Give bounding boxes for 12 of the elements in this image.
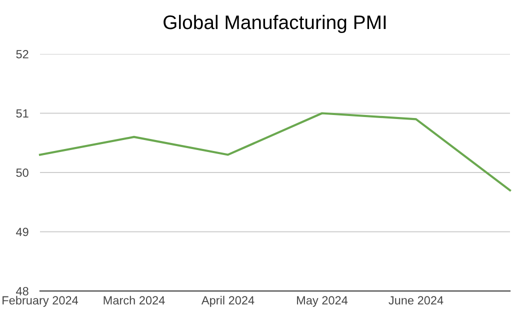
- y-tick-label: 49: [16, 228, 28, 236]
- x-tick-label: April 2024: [201, 296, 254, 307]
- y-tick-label: 50: [16, 168, 28, 177]
- chart-title: Global Manufacturing PMI: [164, 14, 386, 34]
- x-tick-label: February 2024: [2, 296, 78, 307]
- x-tick-label: June 2024: [388, 296, 444, 305]
- y-tick-label: 48: [16, 287, 28, 296]
- y-tick-label: 51: [16, 109, 28, 118]
- line-series: [38, 112, 512, 192]
- x-tick-label: March 2024: [104, 296, 165, 305]
- x-tick-label: May 2024: [297, 296, 348, 307]
- y-tick-label: 52: [16, 50, 28, 58]
